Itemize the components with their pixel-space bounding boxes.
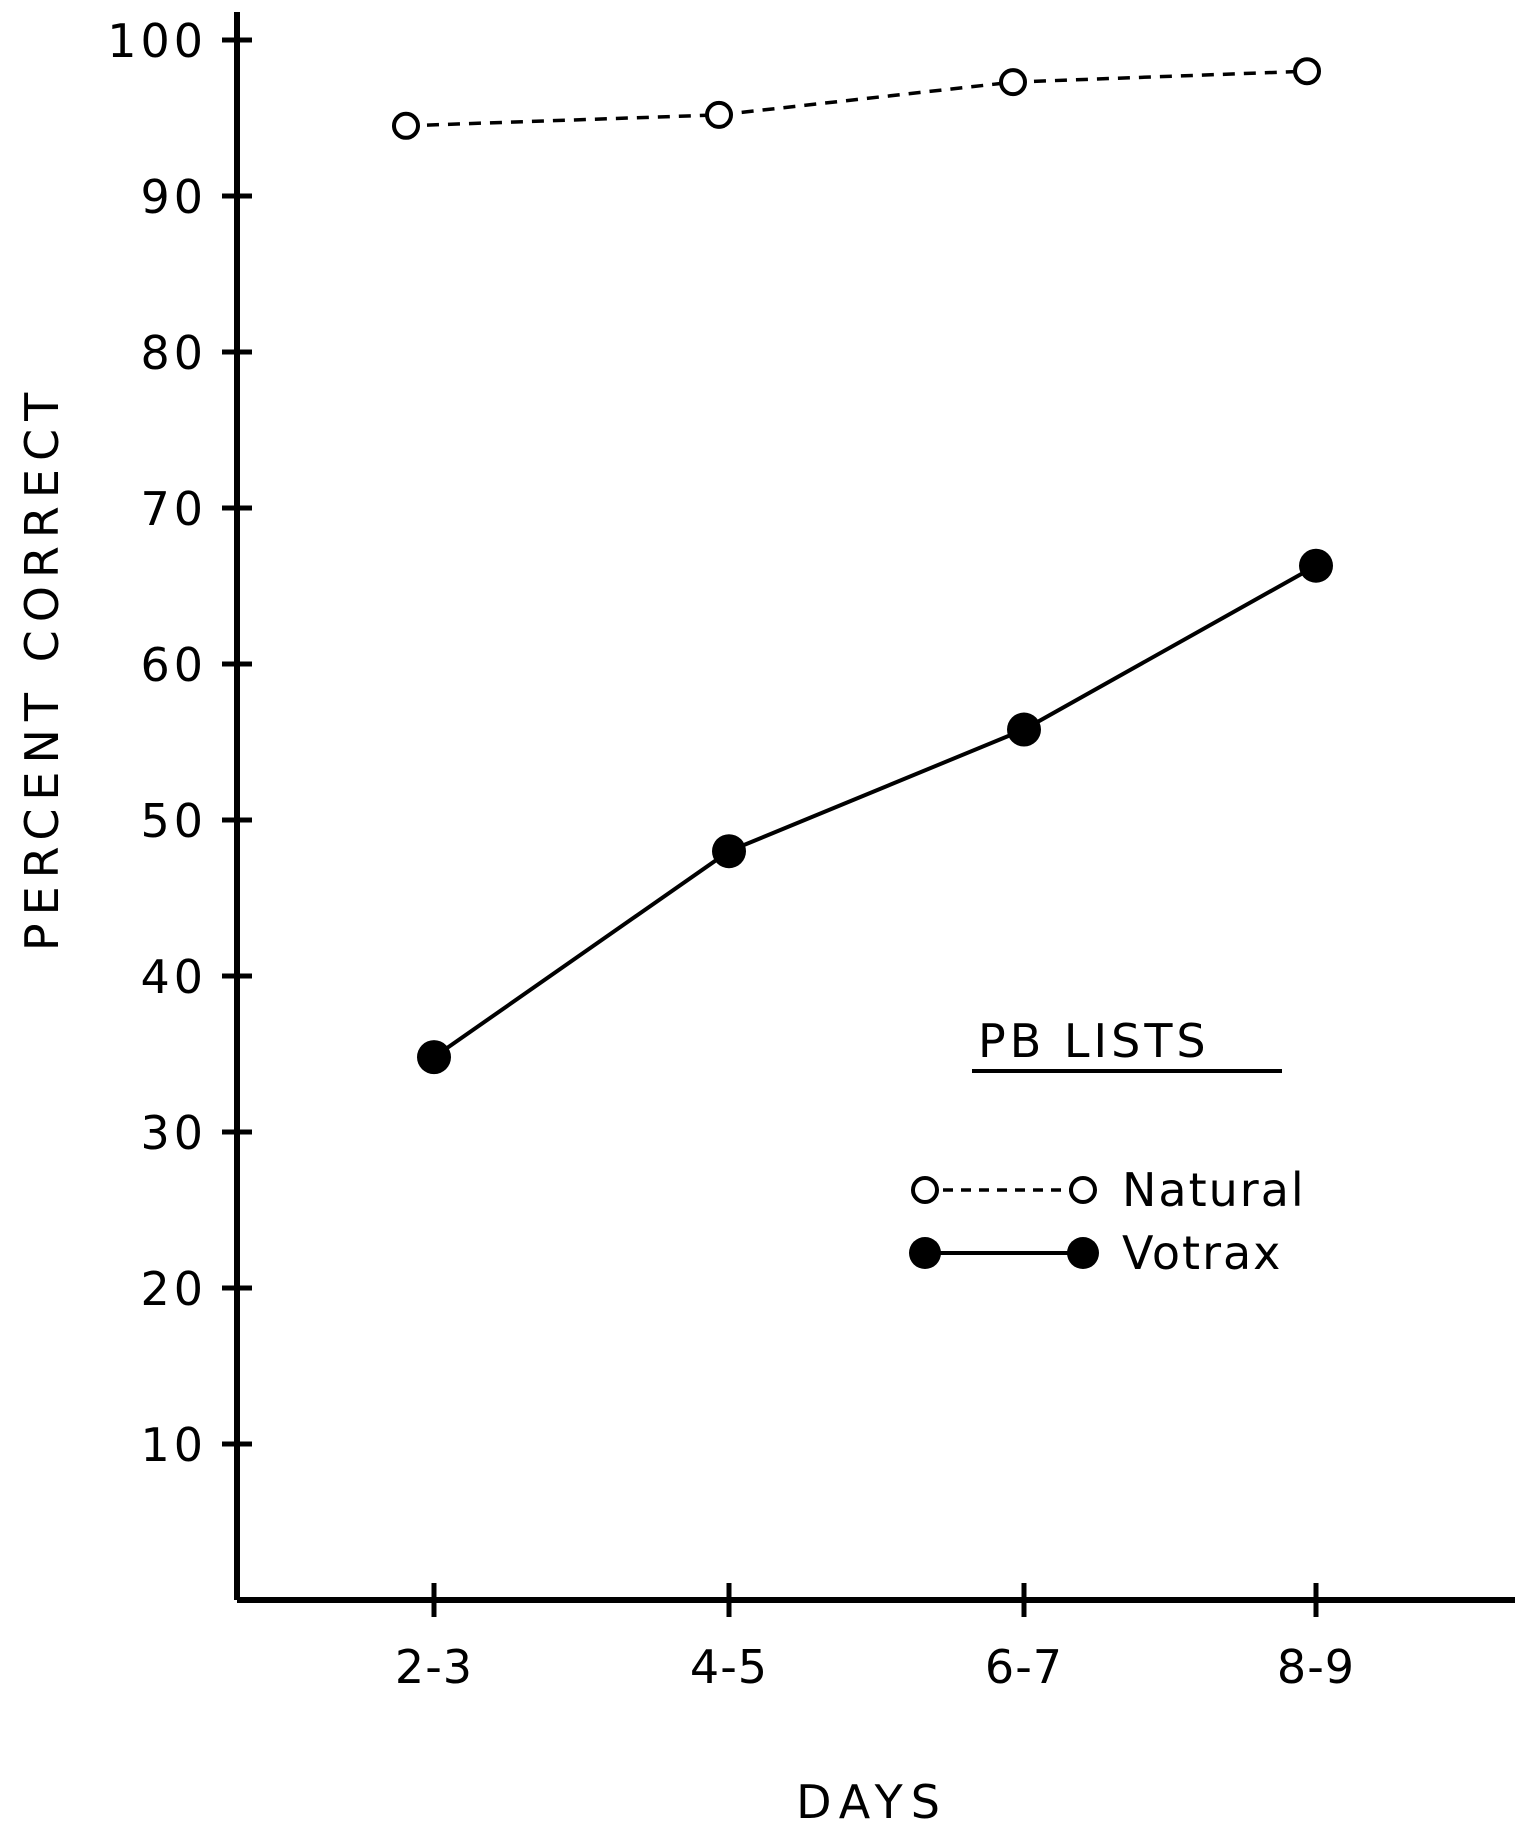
y-tick-label: 70 xyxy=(140,482,207,536)
series-line xyxy=(405,69,1308,128)
data-point xyxy=(999,68,1027,97)
y-tick-label: 60 xyxy=(140,638,207,692)
y-tick-label: 90 xyxy=(140,170,207,224)
data-point xyxy=(1293,57,1321,86)
x-tick-label: 4-5 xyxy=(690,1640,768,1694)
data-point xyxy=(417,1040,451,1075)
data-point xyxy=(712,834,746,869)
series xyxy=(392,57,1333,1075)
series-natural xyxy=(392,57,1321,140)
data-point xyxy=(392,111,420,140)
data-point xyxy=(705,100,733,129)
legend-title: PB LISTS xyxy=(978,1014,1210,1068)
legend-label: Natural xyxy=(1122,1163,1306,1217)
legend: PB LISTS Natural Votrax xyxy=(909,1014,1306,1280)
x-tick-label: 8-9 xyxy=(1277,1640,1355,1694)
x-ticks: 2-3 4-5 6-7 8-9 xyxy=(395,1583,1355,1694)
legend-marker xyxy=(1067,1237,1099,1269)
x-tick-label: 6-7 xyxy=(985,1640,1063,1694)
y-axis-title: PERCENT CORRECT xyxy=(15,385,69,951)
y-tick-label: 30 xyxy=(140,1106,207,1160)
x-axis-title: DAYS xyxy=(796,1775,948,1829)
x-tick-label: 2-3 xyxy=(395,1640,473,1694)
legend-marker xyxy=(1069,1176,1097,1204)
y-tick-label: 80 xyxy=(140,326,207,380)
y-tick-label: 20 xyxy=(140,1262,207,1316)
data-point xyxy=(1007,712,1041,747)
legend-label: Votrax xyxy=(1122,1226,1282,1280)
legend-marker xyxy=(911,1176,939,1204)
y-ticks: 10 20 30 40 50 60 70 80 90 100 xyxy=(107,14,252,1472)
y-tick-label: 40 xyxy=(140,950,207,1004)
series-line xyxy=(432,563,1317,1059)
data-point xyxy=(1299,548,1333,583)
legend-item-natural: Natural xyxy=(911,1163,1306,1217)
axes xyxy=(234,12,1515,1603)
legend-item-votrax: Votrax xyxy=(909,1226,1282,1280)
y-tick-label: 50 xyxy=(140,794,207,848)
y-tick-label: 100 xyxy=(107,14,207,68)
y-tick-label: 10 xyxy=(140,1418,207,1472)
series-votrax xyxy=(417,548,1333,1075)
legend-marker xyxy=(909,1237,941,1269)
